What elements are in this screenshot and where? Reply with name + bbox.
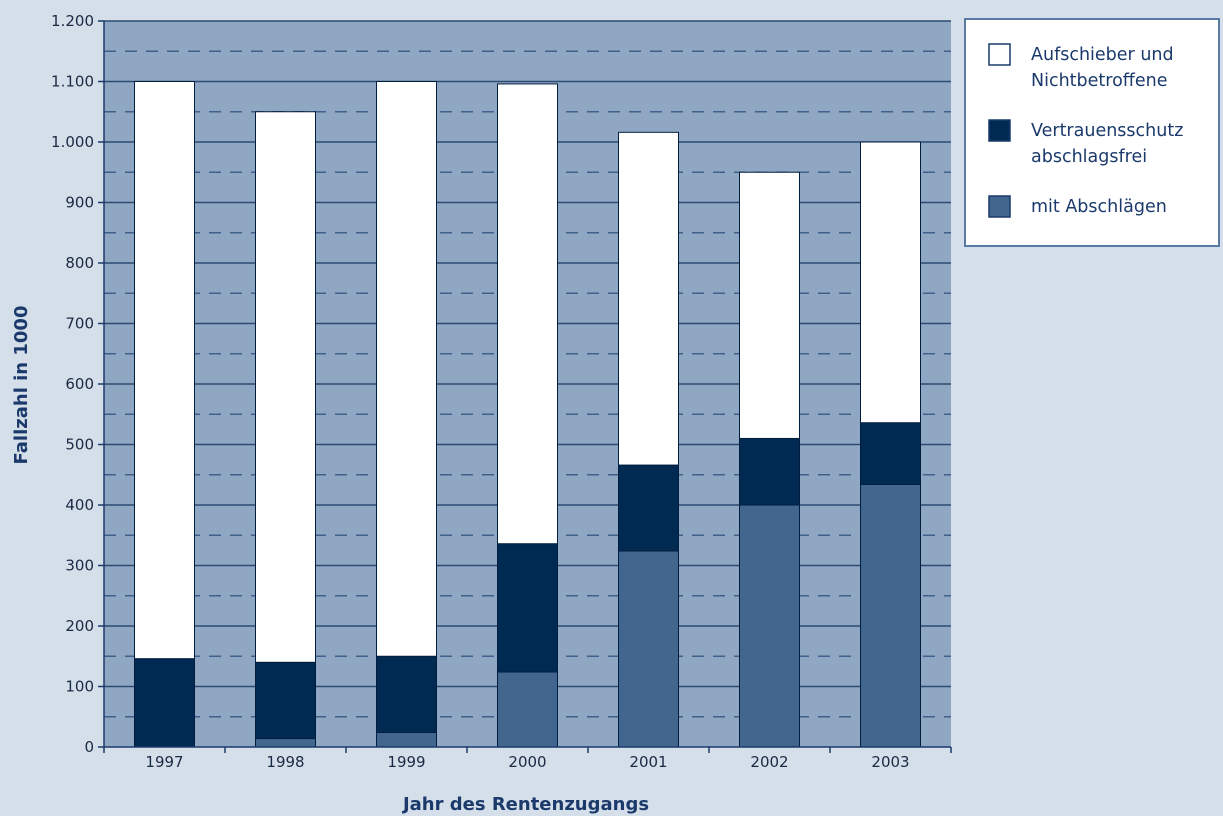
bar-segment-2001-s1 <box>618 464 679 552</box>
legend-label: Nichtbetroffene <box>1031 71 1167 91</box>
bar-segment-2003-s0 <box>860 483 921 748</box>
x-tick-labels: 1997 1998 1999 2000 2001 2002 2003 <box>145 753 909 771</box>
x-tick-label: 2000 <box>508 753 546 771</box>
bars <box>134 81 921 748</box>
axes <box>98 20 952 753</box>
y-tick-label: 0 <box>84 738 94 756</box>
bar-segment-2001-s2 <box>618 131 679 466</box>
y-tick-label: 200 <box>65 617 94 635</box>
legend: Aufschieber und Nichtbetroffene Vertrauens… <box>964 18 1220 247</box>
x-tick-label: 1997 <box>145 753 183 771</box>
legend-swatch <box>988 119 1011 142</box>
x-tick-label: 2001 <box>629 753 667 771</box>
bar-segment-1999-s1 <box>376 655 437 733</box>
bar-segment-2003-s2 <box>860 141 921 424</box>
x-axis-title: Jahr des Rentenzugangs <box>401 794 649 815</box>
y-tick-label: 1.200 <box>51 12 94 30</box>
bar-segment-1997-s2 <box>134 81 195 660</box>
y-tick-label: 700 <box>65 315 94 333</box>
bar-segment-1999-s0 <box>376 731 437 748</box>
legend-label: abschlagsfrei <box>1031 147 1147 167</box>
legend-swatch <box>988 195 1011 218</box>
y-tick-label: 800 <box>65 254 94 272</box>
x-tick-label: 2003 <box>871 753 909 771</box>
bar-segment-2001-s0 <box>618 550 679 748</box>
legend-swatch <box>988 43 1011 66</box>
y-tick-label: 300 <box>65 557 94 575</box>
x-tick-label: 2002 <box>750 753 788 771</box>
y-tick-label: 900 <box>65 194 94 212</box>
y-axis-title: Fallzahl in 1000 <box>11 306 32 465</box>
bar-segment-1998-s0 <box>255 738 316 748</box>
y-tick-label: 500 <box>65 436 94 454</box>
y-tick-label: 1.100 <box>51 73 94 91</box>
bar-segment-1999-s2 <box>376 81 437 657</box>
bar-segment-1997-s1 <box>134 658 195 748</box>
y-tick-label: 400 <box>65 496 94 514</box>
bar-segment-1998-s2 <box>255 111 316 663</box>
x-tick-label: 1999 <box>387 753 425 771</box>
bar-segment-1998-s1 <box>255 661 316 740</box>
y-tick-label: 1.000 <box>51 133 94 151</box>
y-tick-label: 100 <box>65 678 94 696</box>
legend-label: Aufschieber und <box>1031 45 1174 65</box>
bar-segment-2002-s0 <box>739 504 800 748</box>
bar-segment-2000-s0 <box>497 671 558 748</box>
legend-label: mit Abschlägen <box>1031 197 1167 217</box>
bar-segment-2000-s2 <box>497 83 558 545</box>
bar-segment-2002-s2 <box>739 171 800 439</box>
x-tick-label: 1998 <box>266 753 304 771</box>
bar-segment-2003-s1 <box>860 422 921 485</box>
y-tick-label: 600 <box>65 375 94 393</box>
bar-segment-2000-s1 <box>497 543 558 673</box>
y-tick-labels: 0 100 200 300 400 500 600 700 800 900 1.000 1.100 1.… <box>51 12 94 756</box>
bar-segment-2002-s1 <box>739 437 800 506</box>
legend-label: Vertrauensschutz <box>1031 121 1183 141</box>
